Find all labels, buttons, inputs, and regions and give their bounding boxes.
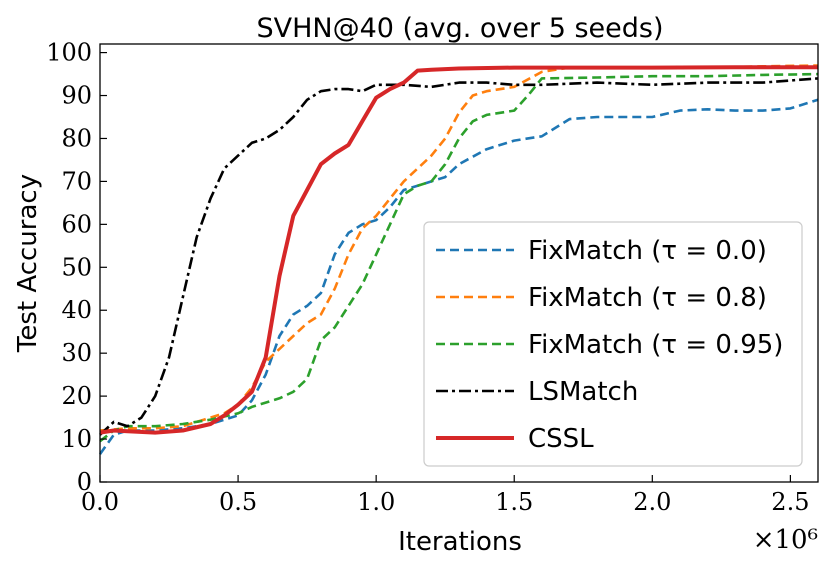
y-tick-label: 90 <box>61 82 92 110</box>
y-tick-label: 10 <box>61 425 92 453</box>
series-line-cssl <box>99 65 818 435</box>
y-tick-label: 60 <box>61 210 92 238</box>
y-axis: 0 10 20 30 40 50 60 70 80 90 100 <box>46 39 107 496</box>
legend-box <box>423 221 803 467</box>
x-axis-multiplier: ×10⁶ <box>753 525 818 555</box>
legend-label-fixmatch-0-8: FixMatch (τ = 0.8) <box>528 283 767 313</box>
x-tick-label: 2.0 <box>633 488 671 516</box>
series-line-lsmatch <box>99 77 819 436</box>
legend-label-fixmatch-0-95: FixMatch (τ = 0.95) <box>528 330 783 360</box>
y-tick-label: 20 <box>61 382 92 410</box>
legend-label-lsmatch: LSMatch <box>528 377 638 407</box>
x-axis: 0.0 0.5 1.0 1.5 2.0 2.5 <box>81 475 809 516</box>
y-axis-label: Test Accuracy <box>13 174 43 353</box>
y-tick-label: 80 <box>61 124 92 152</box>
x-tick-label: 1.0 <box>357 488 395 516</box>
plot-frame <box>99 43 819 483</box>
chart-title: SVHN@40 (avg. over 5 seeds) <box>257 13 664 44</box>
y-tick-label: 50 <box>61 253 92 281</box>
legend: FixMatch (τ = 0.0) FixMatch (τ = 0.8) FixM… <box>423 221 803 467</box>
x-tick-label: 0.0 <box>81 488 119 516</box>
y-tick-label: 70 <box>61 167 92 195</box>
y-tick-label: 0 <box>77 468 92 496</box>
legend-label-cssl: CSSL <box>528 424 594 454</box>
x-tick-label: 0.5 <box>219 488 257 516</box>
y-tick-label: 40 <box>61 296 92 324</box>
y-tick-label: 100 <box>46 39 92 67</box>
x-tick-label: 1.5 <box>495 488 533 516</box>
legend-label-fixmatch-0-0: FixMatch (τ = 0.0) <box>528 236 767 266</box>
series-line-fixmatch-0-95 <box>99 72 819 443</box>
y-tick-label: 30 <box>61 339 92 367</box>
x-axis-label: Iterations <box>398 527 522 557</box>
series-line-fixmatch-0-0 <box>98 98 819 455</box>
series-layer <box>98 64 819 455</box>
x-tick-label: 2.5 <box>771 488 809 516</box>
